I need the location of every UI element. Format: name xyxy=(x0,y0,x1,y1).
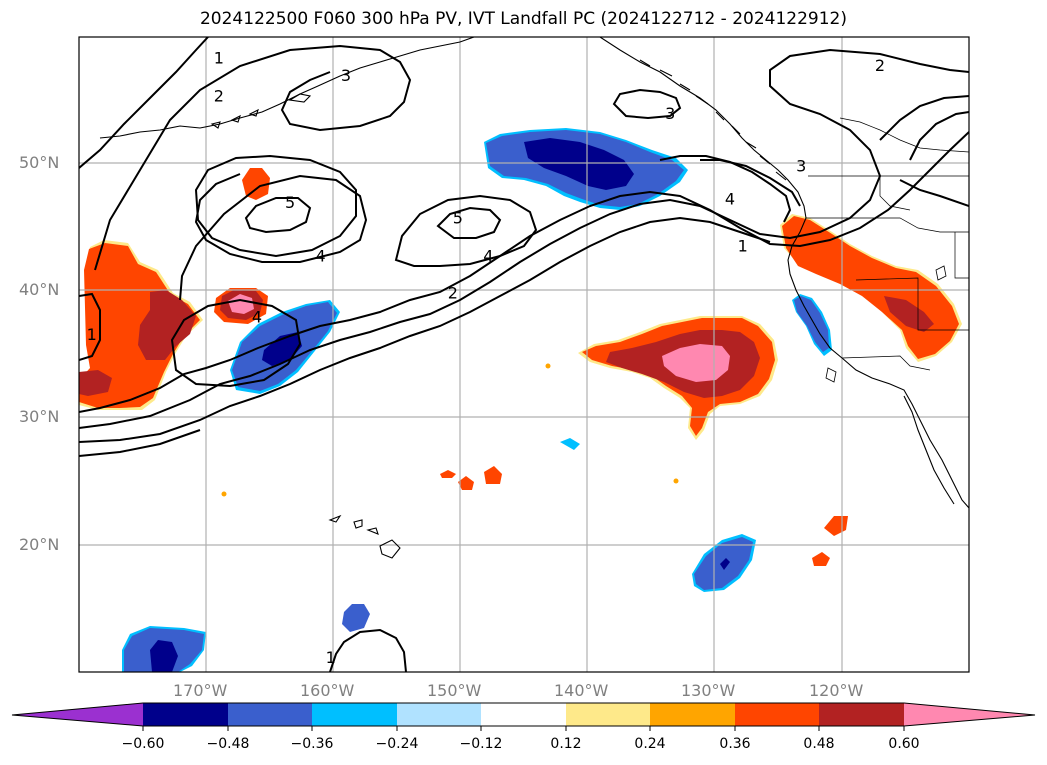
pv-contour-label: 4 xyxy=(252,307,262,326)
positive-anomaly-dateline xyxy=(79,240,203,410)
lon-label-130w: 130°W xyxy=(681,681,736,700)
negative-anomaly-small xyxy=(122,438,580,672)
lon-label-120w: 120°W xyxy=(809,681,864,700)
colorbar-bin-n048 xyxy=(228,703,312,726)
colorbar-tick-label: 0.48 xyxy=(803,736,835,752)
pv-contour-label: 1 xyxy=(214,48,224,67)
pv-contour-label: 1 xyxy=(87,325,97,344)
colorbar-tick-label: 0.24 xyxy=(634,736,666,752)
colorbar-tick-label: −0.36 xyxy=(290,736,334,752)
pv-contour-label: 4 xyxy=(483,246,493,265)
pv-contour-label: 3 xyxy=(341,66,351,85)
colorbar-tick-label: 0.60 xyxy=(888,736,920,752)
pv-contour-label: 2 xyxy=(448,283,458,302)
colorbar xyxy=(11,702,1036,731)
map-gridlines xyxy=(79,37,969,672)
colorbar-tick-label: 0.36 xyxy=(719,736,751,752)
colorbar-bin-p012 xyxy=(566,703,650,726)
pv-contour-label: 2 xyxy=(875,56,885,75)
ivt-shading xyxy=(79,128,962,672)
lat-label-20n: 20°N xyxy=(19,535,60,554)
pv-contour-label: 5 xyxy=(285,193,295,212)
pv-contours xyxy=(79,37,969,672)
colorbar-bin-n036 xyxy=(312,703,397,726)
colorbar-bin-n012 xyxy=(481,703,566,726)
positive-anomaly-west-coast xyxy=(780,214,962,362)
pv-contour-label: 3 xyxy=(796,156,806,175)
pv-contour-label: 2 xyxy=(214,86,224,105)
colorbar-under-extension xyxy=(12,703,143,726)
pv-contour-label: 4 xyxy=(725,189,735,208)
colorbar-tick-label: −0.24 xyxy=(375,736,419,752)
positive-anomaly-164w-48n xyxy=(242,168,270,200)
positive-anomaly-central xyxy=(578,316,778,440)
pv-contour-label: 1 xyxy=(738,236,748,255)
negative-anomaly-coast xyxy=(792,294,832,356)
positive-anomaly-167w xyxy=(214,288,268,324)
lon-label-170w: 170°W xyxy=(173,681,228,700)
map-frame xyxy=(78,36,970,673)
colorbar-bin-p048 xyxy=(819,703,904,726)
negative-anomaly-gulf-of-alaska xyxy=(484,128,688,210)
colorbar-bin-n060 xyxy=(143,703,228,726)
lat-label-50n: 50°N xyxy=(19,153,60,172)
pv-contour-label: 3 xyxy=(665,104,675,123)
colorbar-bin-p024 xyxy=(650,703,735,726)
lon-label-160w: 160°W xyxy=(300,681,355,700)
lat-label-30n: 30°N xyxy=(19,407,60,426)
colorbar-over-extension xyxy=(904,703,1035,726)
pv-contour-labels: 1 2 3 5 4 4 1 5 4 2 3 3 4 1 2 1 xyxy=(87,48,885,667)
pv-contour-label: 1 xyxy=(326,648,336,667)
colorbar-tick-label: −0.48 xyxy=(206,736,250,752)
colorbar-tick-label: −0.60 xyxy=(121,736,165,752)
lat-label-40n: 40°N xyxy=(19,280,60,299)
colorbar-bin-n024 xyxy=(397,703,481,726)
pv-contour-label: 4 xyxy=(315,246,325,265)
colorbar-bin-p036 xyxy=(735,703,819,726)
colorbar-tick-label: −0.12 xyxy=(459,736,503,752)
pv-contour-label: 5 xyxy=(453,208,463,227)
negative-anomaly-east-hawaii xyxy=(692,534,756,592)
lon-label-150w: 150°W xyxy=(427,681,482,700)
figure-title: 2024122500 F060 300 hPa PV, IVT Landfall… xyxy=(199,9,847,29)
colorbar-tick-label: 0.12 xyxy=(550,736,582,752)
lon-label-140w: 140°W xyxy=(554,681,609,700)
